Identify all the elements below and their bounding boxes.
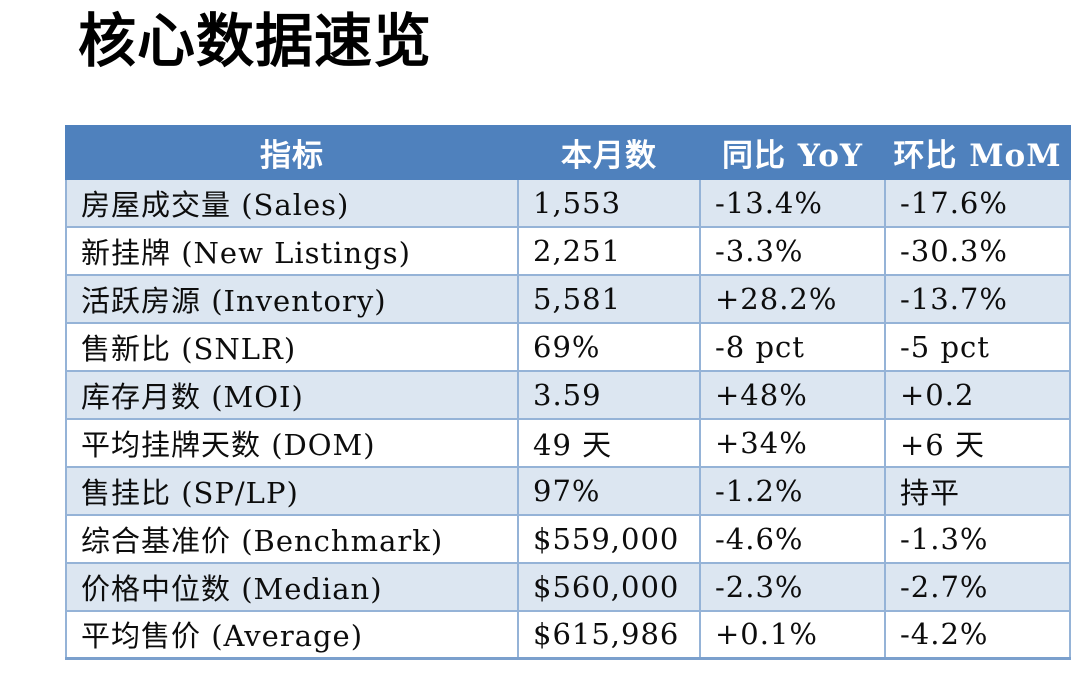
page-title: 核心数据速览 [78,7,433,75]
document-page: 核心数据速览 指标 本月数 同比 YoY 环比 MoM 房屋成交量 (Sales… [0,8,1084,695]
table-row: 库存月数 (MOI) 3.59 +48% +0.2 [65,369,1071,420]
yoy-cell: -13.4% [699,177,886,228]
table-row: 平均售价 (Average) $615,986 +0.1% -4.2% [65,609,1071,660]
indicator-cell: 售挂比 (SP/LP) [65,465,519,516]
header-cell-month-value: 本月数 [517,124,701,180]
yoy-cell: -3.3% [699,225,886,276]
table-row: 活跃房源 (Inventory) 5,581 +28.2% -13.7% [65,273,1071,324]
month-value-cell: $559,000 [517,513,701,564]
mom-cell: -13.7% [884,273,1071,324]
yoy-cell: -2.3% [699,561,886,612]
table-row: 售挂比 (SP/LP) 97% -1.2% 持平 [65,465,1071,516]
yoy-cell: +28.2% [699,273,886,324]
month-value-cell: $560,000 [517,561,701,612]
indicator-cell: 新挂牌 (New Listings) [65,225,519,276]
month-value-cell: $615,986 [517,609,701,660]
header-cell-indicator: 指标 [65,124,519,180]
mom-cell: -1.3% [884,513,1071,564]
table-header-row: 指标 本月数 同比 YoY 环比 MoM [65,124,1071,180]
yoy-cell: -8 pct [699,321,886,372]
mom-cell: -2.7% [884,561,1071,612]
mom-cell: 持平 [884,465,1071,516]
yoy-cell: +34% [699,417,886,468]
month-value-cell: 2,251 [517,225,701,276]
mom-cell: -17.6% [884,177,1071,228]
mom-cell: -4.2% [884,609,1071,660]
indicator-cell: 房屋成交量 (Sales) [65,177,519,228]
metrics-table: 指标 本月数 同比 YoY 环比 MoM 房屋成交量 (Sales) 1,553-… [65,124,1071,661]
table-body: 房屋成交量 (Sales) 1,553 -13.4% -17.6% 新挂牌 (New L… [65,177,1071,660]
yoy-cell: +0.1% [699,609,886,660]
indicator-cell: 售新比 (SNLR) [65,321,519,372]
month-value-cell: 69% [517,321,701,372]
yoy-cell: -1.2% [699,465,886,516]
indicator-cell: 综合基准价 (Benchmark) [65,513,519,564]
month-value-cell: 49 天 [517,417,701,468]
yoy-cell: +48% [699,369,886,420]
table-row: 价格中位数 (Median) $560,000 -2.3% -2.7% [65,561,1071,612]
mom-cell: -5 pct [884,321,1071,372]
table-head: 指标 本月数 同比 YoY 环比 MoM [65,124,1071,180]
header-cell-yoy: 同比 YoY [699,124,886,180]
table-row: 房屋成交量 (Sales) 1,553 -13.4% -17.6% [65,177,1071,228]
month-value-cell: 1,553 [517,177,701,228]
mom-cell: +0.2 [884,369,1071,420]
month-value-cell: 3.59 [517,369,701,420]
table-row: 平均挂牌天数 (DOM) 49 天 +34% +6 天 [65,417,1071,468]
indicator-cell: 平均售价 (Average) [65,609,519,660]
mom-cell: +6 天 [884,417,1071,468]
table-row: 综合基准价 (Benchmark) $559,000 -4.6% -1.3% [65,513,1071,564]
table-row: 售新比 (SNLR) 69% -8 pct -5 pct [65,321,1071,372]
mom-cell: -30.3% [884,225,1071,276]
month-value-cell: 5,581 [517,273,701,324]
table-row: 新挂牌 (New Listings) 2,251 -3.3% -30.3% [65,225,1071,276]
indicator-cell: 价格中位数 (Median) [65,561,519,612]
indicator-cell: 平均挂牌天数 (DOM) [65,417,519,468]
indicator-cell: 库存月数 (MOI) [65,369,519,420]
header-cell-mom: 环比 MoM [884,124,1071,180]
month-value-cell: 97% [517,465,701,516]
yoy-cell: -4.6% [699,513,886,564]
indicator-cell: 活跃房源 (Inventory) [65,273,519,324]
